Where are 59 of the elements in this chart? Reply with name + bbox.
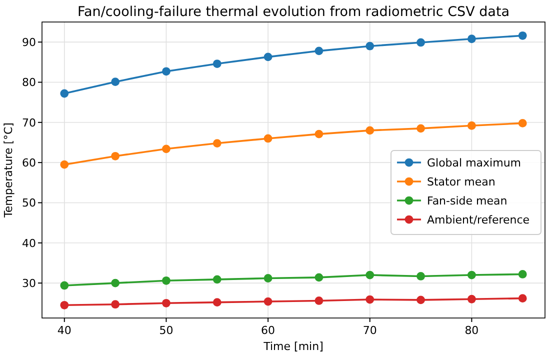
point — [366, 270, 374, 280]
point — [60, 300, 69, 310]
y-tick-label: 90 — [22, 36, 36, 50]
x-tick-label: 40 — [57, 324, 72, 337]
point — [518, 270, 527, 278]
y-axis-title: Temperature [°C] — [2, 122, 15, 218]
point — [314, 296, 324, 305]
point — [162, 276, 170, 285]
point — [162, 298, 170, 308]
point — [467, 270, 476, 280]
point — [314, 273, 324, 282]
point — [111, 300, 120, 309]
point — [366, 295, 374, 304]
point — [518, 119, 527, 128]
point — [111, 152, 120, 160]
point — [111, 78, 120, 86]
point — [162, 67, 170, 76]
point — [314, 130, 324, 138]
point — [264, 274, 272, 282]
point — [111, 278, 120, 288]
y-tick-label: 50 — [22, 196, 36, 210]
y-tick-label: 30 — [22, 277, 36, 290]
point — [162, 144, 170, 154]
chart-title: Fan/cooling-failure thermal evolution from radiometric CSV data — [77, 4, 510, 20]
point — [212, 298, 222, 307]
x-tick-label: 80 — [464, 324, 479, 337]
point — [518, 294, 527, 303]
point — [60, 89, 69, 98]
x-tick-label: 60 — [261, 324, 276, 337]
point — [212, 60, 222, 68]
point — [212, 139, 222, 148]
y-tick-label: 70 — [22, 116, 36, 130]
point — [264, 52, 272, 62]
point — [467, 121, 476, 130]
point — [264, 134, 272, 143]
point — [416, 272, 425, 280]
point — [416, 296, 425, 304]
legend-label: Ambient/reference — [427, 214, 530, 227]
point — [366, 126, 374, 135]
point — [60, 281, 69, 290]
point — [314, 46, 324, 56]
point — [60, 160, 69, 169]
y-tick-label: 40 — [22, 236, 36, 250]
point — [416, 38, 425, 47]
y-tick-label: 60 — [22, 156, 36, 170]
point — [416, 124, 425, 133]
x-tick-label: 50 — [159, 324, 174, 337]
point — [366, 42, 374, 50]
legend-label: Global maximum — [427, 156, 522, 170]
point — [467, 294, 476, 304]
x-tick-label: 70 — [362, 324, 377, 337]
point — [518, 31, 527, 40]
legend-label: Fan-side mean — [427, 194, 508, 208]
point — [467, 34, 476, 44]
x-axis-title: Time [min] — [262, 340, 324, 353]
legend-label: Stator mean — [427, 176, 496, 189]
point — [264, 297, 272, 306]
point — [212, 275, 222, 284]
y-tick-label: 80 — [22, 76, 36, 90]
